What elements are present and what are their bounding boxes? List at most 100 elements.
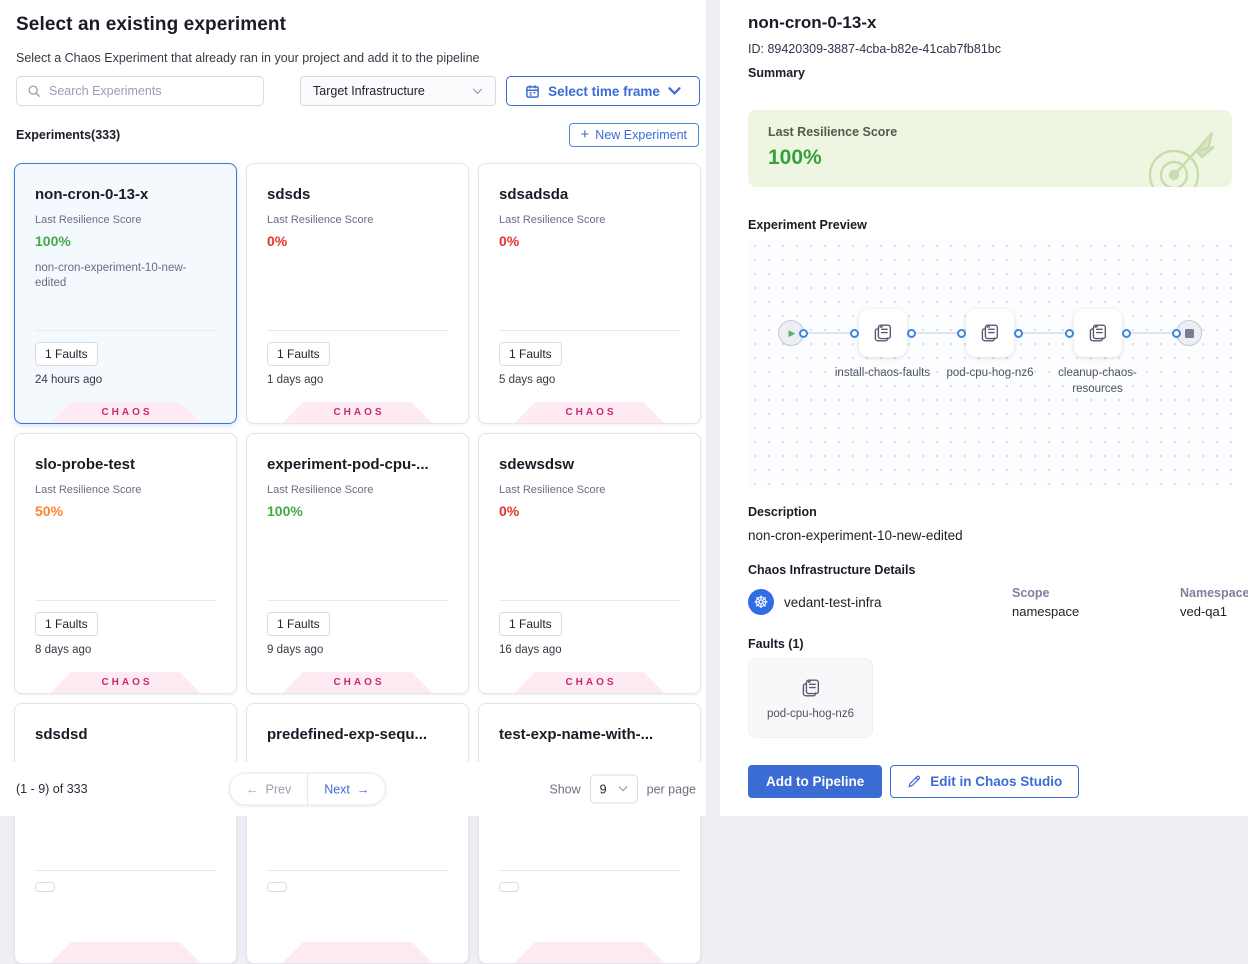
- resilience-score-value: 0%: [499, 233, 520, 249]
- last-run-time: 1 days ago: [267, 374, 324, 386]
- search-input[interactable]: [49, 84, 253, 98]
- experiment-name: sdsds: [267, 186, 311, 203]
- faults-chip: 1 Faults: [35, 612, 98, 636]
- prev-button[interactable]: ← Prev: [230, 774, 307, 805]
- experiment-detail-title: non-cron-0-13-x: [748, 13, 877, 32]
- per-page-label: per page: [646, 782, 696, 796]
- summary-heading: Summary: [748, 66, 805, 80]
- show-label: Show: [549, 782, 581, 796]
- chevron-down-icon: [618, 786, 628, 793]
- next-button[interactable]: Next →: [307, 773, 385, 805]
- experiment-picker-panel: Select an existing experiment Select a C…: [0, 0, 706, 964]
- add-to-pipeline-button[interactable]: Add to Pipeline: [748, 765, 883, 798]
- experiment-name: sdsdsd: [35, 726, 88, 743]
- pipeline-rail: ▶ install-chaos-faults pod-cpu-hog-nz6 clea…: [778, 309, 1202, 395]
- edit-label: Edit in Chaos Studio: [930, 774, 1063, 789]
- infrastructure-heading: Chaos Infrastructure Details: [748, 563, 916, 577]
- kubernetes-icon: ☸: [748, 589, 774, 615]
- connector-port: [1172, 328, 1181, 338]
- play-icon: ▶: [788, 327, 796, 338]
- connector-port: [849, 328, 859, 338]
- resilience-score-label: Last Resilience Score: [499, 484, 606, 496]
- chaos-badge: CHAOS: [282, 402, 433, 423]
- fault-card[interactable]: pod-cpu-hog-nz6: [748, 658, 873, 738]
- resilience-score-value: 0%: [499, 503, 520, 519]
- experiment-description: non-cron-experiment-10-new-edited: [35, 262, 187, 289]
- description-text: non-cron-experiment-10-new-edited: [748, 528, 963, 543]
- page-subtitle: Select a Chaos Experiment that already r…: [16, 51, 480, 65]
- experiment-card[interactable]: sdsds Last Resilience Score 0% 1 Faults …: [246, 163, 469, 424]
- card-divider: [35, 870, 216, 871]
- pipeline-node: cleanup-chaos-resources: [1058, 309, 1137, 395]
- select-time-frame-label: Select time frame: [548, 83, 660, 99]
- experiment-id: ID: 89420309-3887-4cba-b82e-41cab7fb81bc: [748, 42, 1001, 56]
- page-title: Select an existing experiment: [16, 14, 287, 35]
- card-divider: [267, 870, 448, 871]
- card-divider: [35, 330, 216, 331]
- fault-step-icon: [858, 309, 907, 357]
- next-label: Next: [324, 782, 350, 796]
- page-size-group: Show 9 per page: [549, 774, 696, 804]
- chaos-badge: [282, 942, 433, 963]
- chaos-badge: [50, 942, 201, 963]
- experiment-name: sdewsdsw: [499, 456, 575, 473]
- experiment-card[interactable]: sdsadsda Last Resilience Score 0% 1 Faul…: [478, 163, 701, 424]
- experiment-preview-heading: Experiment Preview: [748, 218, 867, 232]
- experiment-preview-canvas: ▶ install-chaos-faults pod-cpu-hog-nz6 clea…: [748, 239, 1232, 490]
- page-size-select[interactable]: 9: [589, 774, 638, 804]
- experiment-name: predefined-exp-sequ...: [267, 726, 428, 743]
- last-run-time: 24 hours ago: [35, 374, 103, 386]
- pagination-range: (1 - 9) of 333: [16, 782, 88, 796]
- new-experiment-button[interactable]: + New Experiment: [568, 123, 699, 147]
- faults-chip: [35, 882, 55, 892]
- last-run-time: 9 days ago: [267, 644, 324, 656]
- pencil-icon: [907, 774, 922, 789]
- fault-name: pod-cpu-hog-nz6: [767, 707, 854, 720]
- resilience-score-label: Last Resilience Score: [35, 484, 142, 496]
- last-run-time: 8 days ago: [35, 644, 92, 656]
- connector-port: [1121, 328, 1131, 338]
- target-infrastructure-select[interactable]: Target Infrastructure: [300, 76, 496, 106]
- faults-chip: 1 Faults: [267, 612, 330, 636]
- resilience-score-value: 100%: [35, 233, 71, 249]
- chaos-badge: CHAOS: [514, 672, 665, 693]
- experiment-card[interactable]: experiment-pod-cpu-... Last Resilience S…: [246, 433, 469, 694]
- experiment-card[interactable]: non-cron-0-13-x Last Resilience Score 10…: [14, 163, 237, 424]
- plus-icon: +: [580, 126, 590, 143]
- search-icon: [27, 84, 41, 98]
- resilience-score-label: Last Resilience Score: [499, 214, 606, 226]
- resilience-score-card: Last Resilience Score 100%: [748, 110, 1232, 187]
- card-divider: [499, 600, 680, 601]
- resilience-score-label: Last Resilience Score: [35, 214, 142, 226]
- last-run-time: 16 days ago: [499, 644, 562, 656]
- experiment-card[interactable]: sdewsdsw Last Resilience Score 0% 1 Faul…: [478, 433, 701, 694]
- experiment-card[interactable]: slo-probe-test Last Resilience Score 50%…: [14, 433, 237, 694]
- select-time-frame-button[interactable]: Select time frame: [506, 76, 700, 106]
- chaos-badge: [514, 942, 665, 963]
- description-heading: Description: [748, 505, 817, 519]
- experiment-name: test-exp-name-with-...: [499, 726, 654, 743]
- fault-step-icon: [1073, 309, 1122, 357]
- namespace-value: ved-qa1: [1180, 604, 1227, 619]
- card-divider: [267, 600, 448, 601]
- experiment-card[interactable]: predefined-exp-sequ...: [246, 703, 469, 964]
- chaos-badge: CHAOS: [50, 402, 201, 423]
- card-divider: [499, 330, 680, 331]
- infrastructure-name: vedant-test-infra: [784, 595, 882, 610]
- scope-value: namespace: [1012, 604, 1080, 619]
- faults-chip: [267, 882, 287, 892]
- experiment-name: non-cron-0-13-x: [35, 186, 149, 203]
- detail-actions: Add to Pipeline Edit in Chaos Studio: [748, 765, 1080, 798]
- pager-pill: ← Prev Next →: [229, 772, 387, 806]
- connector-line: [1023, 332, 1065, 334]
- scope-field: Scope namespace: [1012, 586, 1079, 619]
- scope-label: Scope: [1012, 586, 1050, 600]
- infrastructure-row: ☸ vedant-test-infra Scope namespace Name…: [748, 586, 1248, 622]
- stop-icon: [1184, 328, 1194, 338]
- pagination-bar: (1 - 9) of 333 ← Prev Next → Show 9 per …: [0, 762, 706, 816]
- card-divider: [499, 870, 680, 871]
- experiment-card[interactable]: sdsdsd: [14, 703, 237, 964]
- calendar-icon: [525, 84, 540, 99]
- experiment-card[interactable]: test-exp-name-with-...: [478, 703, 701, 964]
- edit-in-chaos-studio-button[interactable]: Edit in Chaos Studio: [890, 765, 1080, 798]
